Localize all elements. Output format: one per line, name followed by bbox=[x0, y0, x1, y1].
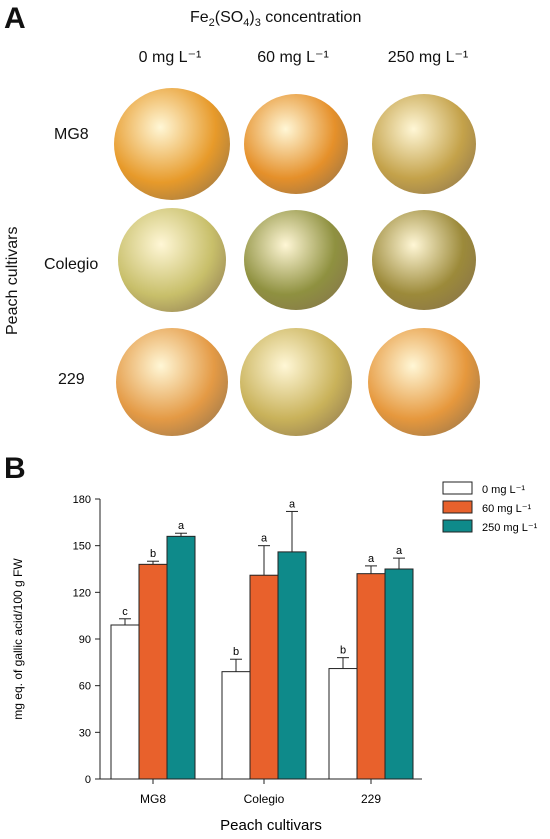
panel-a-letter: A bbox=[4, 2, 26, 35]
significance-letter: a bbox=[261, 533, 268, 545]
legend-swatch-1 bbox=[442, 500, 473, 514]
bar-229-series-0 bbox=[328, 668, 358, 780]
column-label-60: 60 mg L⁻¹ bbox=[257, 49, 329, 66]
y-tick-label: 30 bbox=[79, 727, 91, 739]
row-label-colegio: Colegio bbox=[44, 256, 99, 273]
concentration-title: Fe2(SO4)3 concentration bbox=[190, 9, 362, 30]
legend-label-0: 0 mg L⁻¹ bbox=[482, 484, 525, 496]
panel-b-letter: B bbox=[4, 452, 26, 485]
x-tick-label: 229 bbox=[361, 792, 381, 806]
row-label-229: 229 bbox=[58, 371, 85, 388]
bar-mg8-series-0 bbox=[110, 624, 140, 780]
significance-letter: b bbox=[150, 548, 156, 560]
y-tick-label: 60 bbox=[79, 681, 91, 693]
legend-label-2: 250 mg L⁻¹ bbox=[482, 522, 538, 534]
peach-photo-229-60 bbox=[240, 328, 352, 436]
legend-label-1: 60 mg L⁻¹ bbox=[482, 503, 532, 515]
significance-letter: b bbox=[233, 646, 239, 658]
bar-colegio-series-2 bbox=[277, 551, 307, 780]
y-tick-label: 90 bbox=[79, 634, 91, 646]
bar-229-series-2 bbox=[384, 568, 414, 780]
y-tick-label: 0 bbox=[85, 774, 91, 786]
peach-photo-mg8-60 bbox=[244, 94, 348, 194]
legend-swatch-2 bbox=[442, 519, 473, 533]
peach-photo-229-250 bbox=[368, 328, 480, 436]
significance-letter: c bbox=[122, 606, 128, 618]
significance-letter: a bbox=[178, 520, 185, 532]
peach-photo-colegio-250 bbox=[372, 210, 476, 310]
significance-letter: a bbox=[368, 553, 375, 565]
significance-letter: a bbox=[396, 545, 403, 557]
significance-letter: b bbox=[340, 645, 346, 657]
y-tick-label: 150 bbox=[73, 541, 91, 553]
column-label-0: 0 mg L⁻¹ bbox=[138, 49, 202, 66]
y-tick-label: 120 bbox=[73, 587, 91, 599]
y-tick-label: 180 bbox=[73, 494, 91, 506]
bar-229-series-1 bbox=[356, 573, 386, 780]
significance-letter: a bbox=[289, 498, 296, 510]
peach-photo-colegio-60 bbox=[244, 210, 348, 310]
bar-mg8-series-1 bbox=[138, 563, 168, 780]
x-tick-label: MG8 bbox=[140, 792, 166, 806]
bar-colegio-series-0 bbox=[221, 671, 251, 780]
peach-photo-mg8-0 bbox=[114, 88, 230, 200]
peach-photo-colegio-0 bbox=[118, 208, 226, 312]
peach-photo-229-0 bbox=[116, 328, 228, 436]
row-label-mg8: MG8 bbox=[54, 126, 89, 143]
column-label-250: 250 mg L⁻¹ bbox=[387, 49, 469, 66]
bar-mg8-series-2 bbox=[166, 535, 196, 780]
bar-colegio-series-1 bbox=[249, 574, 279, 780]
y-axis-label: mg eq. of gallic acid/100 g FW bbox=[11, 558, 25, 720]
legend-swatch-0 bbox=[442, 481, 473, 495]
peach-photo-mg8-250 bbox=[372, 94, 476, 194]
x-axis-label: Peach cultivars bbox=[220, 817, 322, 834]
x-tick-label: Colegio bbox=[244, 792, 285, 806]
